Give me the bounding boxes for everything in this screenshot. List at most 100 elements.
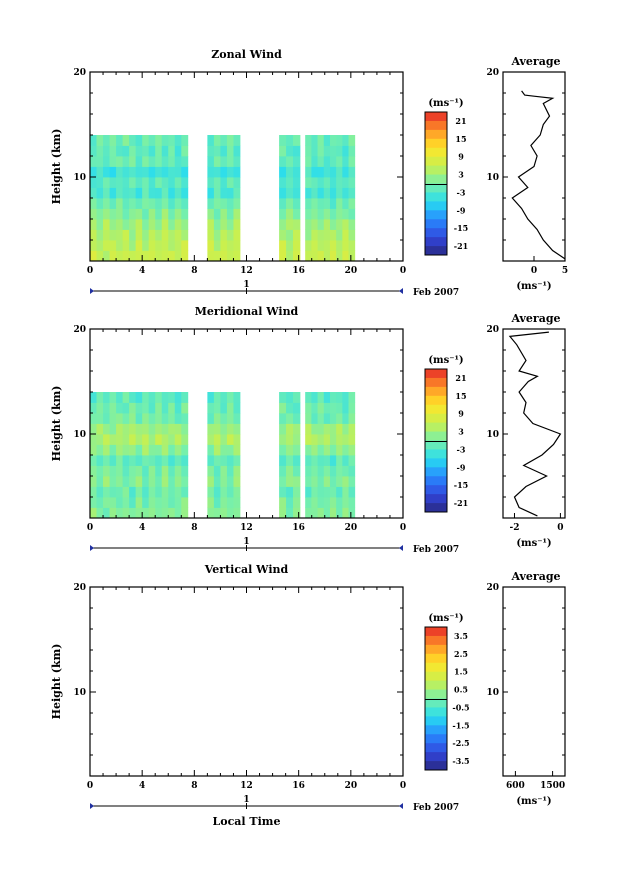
heatmap-cell [336, 240, 343, 251]
colorbar-segment [425, 210, 447, 220]
heatmap-cell [168, 497, 176, 508]
heatmap-cell [135, 177, 143, 188]
colorbar-segment [425, 467, 447, 477]
colorbar-segment [425, 422, 447, 432]
heatmap-cell [155, 423, 163, 435]
heatmap-cell [103, 465, 110, 477]
heatmap-cell [109, 497, 117, 508]
heatmap-cell [348, 219, 356, 230]
heatmap-cell [96, 250, 104, 262]
heatmap-cell [317, 486, 325, 498]
heatmap-cell [155, 177, 163, 188]
heatmap-cell [129, 219, 137, 230]
heatmap-cell [161, 413, 169, 424]
heatmap-cell [342, 413, 349, 424]
colorbar-unit: (ms⁻¹) [428, 613, 463, 624]
heatmap-cell [323, 434, 331, 445]
heatmap-cell [305, 135, 312, 146]
heatmap-cell [329, 434, 337, 445]
heatmap-cell [207, 229, 215, 241]
heatmap-cell [148, 423, 156, 435]
heatmap-cell [109, 392, 117, 403]
colorbar-segment [425, 183, 447, 193]
heatmap-cell [181, 219, 189, 230]
colorbar-tick-label: -3 [457, 444, 466, 454]
heatmap-cell [129, 497, 137, 508]
heatmap-cell [90, 413, 97, 424]
heatmap-cell [148, 240, 156, 251]
x-tick-label: 16 [292, 523, 305, 533]
heatmap-cell [168, 219, 176, 230]
heatmap-cell [233, 476, 241, 487]
heatmap-cell [342, 423, 349, 435]
heatmap-cell [90, 145, 97, 157]
colorbar-segment [425, 653, 447, 664]
heatmap-cell [286, 413, 294, 424]
heatmap-cell [109, 455, 117, 466]
heatmap-cell [342, 156, 349, 167]
heatmap-cell [207, 423, 215, 435]
date-marker-label: 1 [243, 280, 249, 290]
heatmap-cell [174, 497, 182, 508]
heatmap-cell [155, 166, 163, 178]
heatmap-cell [213, 476, 221, 487]
heatmap-cell [286, 392, 294, 403]
heatmap-cell [348, 392, 356, 403]
avg-y-tick-label: 20 [486, 583, 499, 593]
heatmap-cell [213, 145, 221, 157]
heatmap-cell [323, 145, 331, 157]
heatmap-cell [181, 392, 189, 403]
heatmap-cell [348, 444, 356, 456]
heatmap-cell [103, 198, 110, 209]
heatmap-cell [329, 240, 337, 251]
heatmap-cell [311, 434, 318, 445]
heatmap-cell [90, 219, 97, 230]
heatmap-cell [323, 135, 331, 146]
heatmap-cell [336, 402, 343, 414]
heatmap-cell [161, 497, 169, 508]
heatmap-cell [293, 177, 301, 188]
heatmap-cell [348, 208, 356, 220]
heatmap-cell [155, 486, 163, 498]
heatmap-cell [109, 187, 117, 199]
heatmap-cell [305, 250, 312, 262]
heatmap-cell [90, 229, 97, 241]
heatmap-cell [348, 402, 356, 414]
heatmap-cell [293, 135, 301, 146]
heatmap-cell [305, 177, 312, 188]
heatmap-cell [135, 229, 143, 241]
heatmap-cell [181, 229, 189, 241]
heatmap-cell [286, 465, 294, 477]
heatmap-cell [279, 219, 287, 230]
heatmap-cell [103, 402, 110, 414]
colorbar-tick-label: -9 [457, 462, 466, 472]
heatmap-cell [233, 486, 241, 498]
heatmap-cell [129, 135, 137, 146]
heatmap-cell [329, 219, 337, 230]
heatmap-cell [103, 392, 110, 403]
heatmap-cell [342, 392, 349, 403]
x-tick-label: 12 [240, 523, 253, 533]
colorbar-frame [424, 368, 448, 513]
heatmap-cell [116, 219, 124, 230]
heatmap-cell [233, 229, 241, 241]
heatmap-cell [342, 497, 349, 508]
x-tick-label: 0 [87, 523, 93, 533]
heatmap-cell [142, 219, 150, 230]
heatmap-cell [207, 402, 215, 414]
heatmap-cell [96, 434, 104, 445]
heatmap-cell [174, 465, 182, 477]
heatmap-cell [148, 507, 156, 519]
heatmap-cell [342, 135, 349, 146]
heatmap-cell [342, 219, 349, 230]
heatmap-cell [129, 455, 137, 466]
heatmap-cell [174, 145, 182, 157]
colorbar-segment [425, 689, 447, 699]
heatmap-cell [103, 145, 110, 157]
heatmap-cell [286, 434, 294, 445]
heatmap-cell [317, 229, 325, 241]
heatmap-cell [279, 135, 287, 146]
heatmap-cell [90, 240, 97, 251]
heatmap-cell [329, 497, 337, 508]
